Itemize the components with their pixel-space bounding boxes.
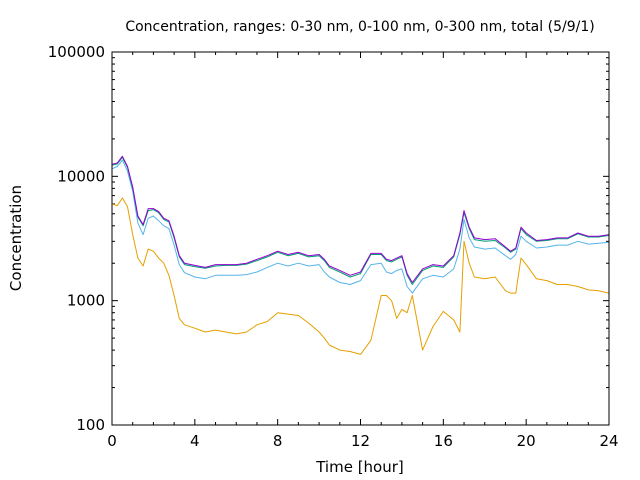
x-tick-label: 0 [107,432,117,450]
series-line-0-300-nm [111,156,610,285]
series-line-total [111,155,610,283]
plot-frame [111,51,610,426]
x-axis-label: Time [hour] [315,458,404,476]
series-layer [111,155,610,355]
x-tick-label: 20 [517,432,536,450]
series-line-0-100-nm [111,159,610,294]
y-tick-label: 1000 [67,292,105,310]
chart-title: Concentration, ranges: 0-30 nm, 0-100 nm… [125,19,594,35]
ticks-layer: 0 4 8 12 16 20 24 100 1000 10000 100000 [48,43,619,450]
x-tick-label: 12 [351,432,370,450]
x-tick-label: 16 [434,432,453,450]
y-tick-label: 10000 [57,167,105,185]
x-tick-label: 4 [190,432,200,450]
x-tick-label: 8 [273,432,283,450]
y-tick-label: 100000 [48,43,105,61]
series-line-0-30-nm [111,197,610,355]
x-tick-label: 24 [599,432,618,450]
y-tick-label: 100 [76,416,105,434]
y-axis-label: Concentration [7,185,25,291]
